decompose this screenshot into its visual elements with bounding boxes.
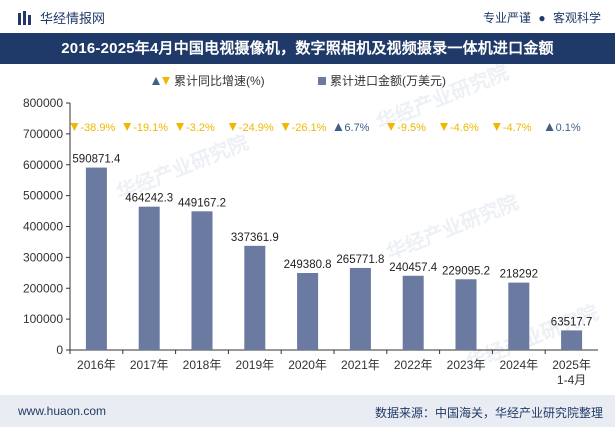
bar-value-label: 265771.8	[336, 254, 384, 266]
growth-value-label: -38.9%	[80, 122, 115, 134]
y-tick-label: 200000	[23, 281, 63, 295]
growth-down-marker	[70, 123, 79, 131]
bar	[561, 330, 583, 350]
watermark-text: 华经产业研究院	[383, 190, 522, 265]
bar-value-label: 249380.8	[284, 259, 332, 271]
growth-down-marker	[387, 123, 396, 131]
growth-value-label: 6.7%	[344, 122, 369, 134]
y-tick-label: 400000	[23, 220, 63, 234]
brand-name: 华经情报网	[40, 11, 106, 26]
bar	[244, 245, 266, 350]
tagline: 专业严谨 ● 客观科学	[483, 9, 601, 26]
top-bar: 华经情报网 专业严谨 ● 客观科学	[0, 0, 615, 33]
tagline-right: 客观科学	[552, 11, 601, 25]
growth-value-label: -4.7%	[503, 122, 532, 134]
growth-up-marker	[334, 123, 343, 131]
legend-label-growth: 累计同比增速(%)	[174, 74, 265, 88]
legend-item-growth: 累计同比增速(%)	[152, 72, 265, 89]
footer-source: 数据来源：中国海关，华经产业研究院整理	[374, 406, 603, 420]
growth-down-marker	[228, 123, 237, 131]
bar-value-label: 229095.2	[442, 265, 490, 277]
x-tick-label: 2019年	[235, 358, 274, 372]
footer: www.huaon.com 数据来源：中国海关，华经产业研究院整理	[0, 395, 615, 427]
bar	[402, 275, 424, 350]
footer-site: www.huaon.com	[18, 404, 107, 418]
legend-down-triangle-icon	[162, 76, 170, 85]
growth-value-label: -24.9%	[239, 122, 274, 134]
bar-value-label: 464242.3	[125, 193, 173, 205]
legend-up-triangle-icon	[152, 76, 160, 85]
y-tick-label: 300000	[23, 250, 63, 264]
x-tick-label: 2020年	[288, 358, 327, 372]
bar-value-label: 337361.9	[231, 232, 279, 244]
x-tick-label: 2016年	[77, 358, 116, 372]
y-tick-label: 600000	[23, 158, 63, 172]
y-tick-label: 100000	[23, 312, 63, 326]
title-bar: 2016-2025年4月中国电视摄像机，数字照相机及视频摄录一体机进口金额	[0, 33, 615, 64]
legend-item-amount: 累计进口金额(万美元)	[318, 72, 446, 89]
bar	[508, 282, 530, 350]
growth-down-marker	[123, 123, 132, 131]
x-tick-label: 2018年	[183, 358, 222, 372]
bar-value-label: 590871.4	[72, 154, 121, 166]
bar-value-label: 63517.7	[551, 316, 593, 328]
brand: 华经情报网	[18, 8, 105, 27]
bar-chart: 华经产业研究院华经产业研究院华经产业研究院华经产业研究院010000020000…	[23, 60, 602, 387]
tagline-separator: ●	[538, 11, 546, 25]
growth-value-label: -26.1%	[292, 122, 327, 134]
x-tick-label: 2024年	[499, 358, 538, 372]
x-tick-label: 2017年	[130, 358, 169, 372]
growth-value-label: -19.1%	[133, 122, 168, 134]
y-tick-label: 800000	[23, 96, 63, 110]
growth-value-label: -4.6%	[450, 122, 479, 134]
bar	[349, 267, 371, 350]
x-tick-label: 2023年	[447, 358, 486, 372]
bar	[85, 167, 107, 350]
legend-bar-swatch-icon	[318, 76, 326, 85]
x-tick-label: 2025年	[552, 358, 591, 372]
bar	[455, 279, 477, 350]
growth-value-label: -9.5%	[397, 122, 426, 134]
growth-down-marker	[281, 123, 290, 131]
bar	[138, 206, 160, 350]
legend-label-amount: 累计进口金额(万美元)	[330, 74, 446, 88]
tagline-left: 专业严谨	[483, 11, 532, 25]
bar	[297, 273, 319, 350]
bar-value-label: 240457.4	[389, 262, 438, 274]
growth-value-label: 0.1%	[556, 122, 581, 134]
y-tick-label: 500000	[23, 189, 63, 203]
bar-value-label: 449167.2	[178, 197, 226, 209]
legend: 累计同比增速(%) 累计进口金额(万美元)	[0, 72, 615, 92]
brand-logo-icon	[18, 10, 31, 25]
growth-value-label: -3.2%	[186, 122, 215, 134]
x-tick-label: 2021年	[341, 358, 380, 372]
y-tick-label: 0	[56, 343, 63, 357]
growth-down-marker	[492, 123, 501, 131]
x-tick-label: 1-4月	[557, 373, 586, 387]
y-tick-label: 700000	[23, 127, 63, 141]
growth-down-marker	[176, 123, 184, 131]
growth-up-marker	[545, 123, 554, 131]
x-tick-label: 2022年	[394, 358, 433, 372]
growth-down-marker	[440, 123, 448, 131]
bar	[191, 211, 213, 350]
chart-title: 2016-2025年4月中国电视摄像机，数字照相机及视频摄录一体机进口金额	[61, 40, 554, 57]
bar-value-label: 218292	[500, 269, 538, 281]
